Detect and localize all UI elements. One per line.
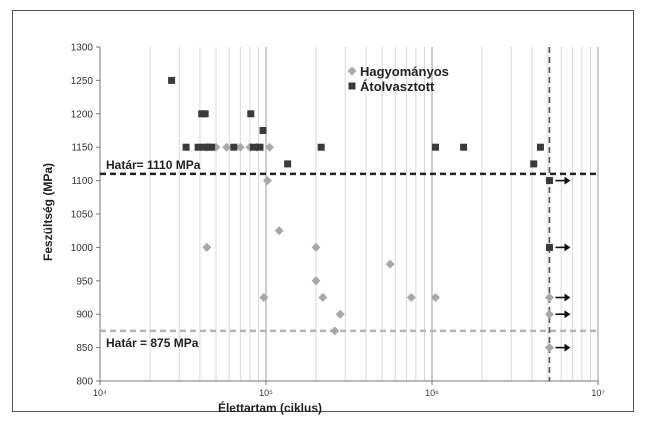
data-point-atolvasztott <box>208 143 216 151</box>
data-point-hagyomanyos <box>406 293 416 302</box>
data-point-atolvasztott <box>545 177 553 185</box>
x-tick-label: 10⁵ <box>259 388 273 398</box>
data-point-hagyomanyos <box>385 259 395 269</box>
data-point-hagyomanyos <box>311 242 321 252</box>
data-point-atolvasztott <box>249 143 257 151</box>
y-tick-label: 1250 <box>71 76 94 87</box>
reference-lines: Határ= 1110 MPa Határ = 875 MPa <box>100 47 598 381</box>
data-point-atolvasztott <box>259 127 267 134</box>
data-point-hagyomanyos <box>335 309 345 319</box>
y-tick-label: 1300 <box>71 43 94 54</box>
data-point-atolvasztott <box>230 143 238 151</box>
runout-arrow-head <box>564 176 571 185</box>
runout-arrow-head <box>564 343 571 352</box>
data-point-atolvasztott <box>460 143 468 151</box>
chart-frame <box>12 10 634 412</box>
y-tick-label: 1150 <box>71 143 93 154</box>
data-points <box>168 76 571 353</box>
data-point-atolvasztott <box>182 143 190 151</box>
legend-label: Hagyományos <box>360 64 449 79</box>
data-point-hagyomanyos <box>265 142 275 152</box>
data-point-hagyomanyos <box>311 276 321 286</box>
legend-marker-hagyomanyos <box>347 66 357 76</box>
data-point-hagyomanyos <box>330 326 340 336</box>
legend-label: Átolvasztott <box>360 79 435 94</box>
legend-marker-atolvasztott <box>348 82 356 90</box>
data-point-atolvasztott <box>256 143 264 151</box>
data-point-hagyomanyos <box>431 293 441 302</box>
y-tick-label: 850 <box>76 343 93 354</box>
x-tick-label: 10⁴ <box>93 388 107 398</box>
data-point-hagyomanyos <box>235 142 245 152</box>
data-point-hagyomanyos <box>544 309 554 319</box>
runout-arrow-head <box>564 293 571 302</box>
data-point-atolvasztott <box>536 143 544 151</box>
y-axis-label: Feszültség (MPa) <box>41 163 55 261</box>
limit-line-label: Határ = 875 MPa <box>106 336 199 350</box>
data-point-atolvasztott <box>168 76 176 84</box>
data-point-atolvasztott <box>432 143 440 151</box>
data-point-atolvasztott <box>194 143 202 151</box>
data-point-atolvasztott <box>530 160 538 168</box>
data-point-hagyomanyos <box>222 142 232 152</box>
data-point-hagyomanyos <box>544 293 554 302</box>
runout-arrow-head <box>564 310 571 319</box>
data-point-hagyomanyos <box>259 293 269 302</box>
data-point-atolvasztott <box>199 143 207 151</box>
y-tick-label: 1050 <box>71 210 94 221</box>
axes: 800 850 900 950 1000 1050 1100 1150 1200 1250 1300… <box>71 43 605 399</box>
runout-arrow-head <box>564 243 571 252</box>
x-axis-label: Élettartam (ciklus) <box>218 400 322 415</box>
x-tick-label: 10⁶ <box>425 388 439 398</box>
y-tick-label: 950 <box>76 276 93 287</box>
data-point-hagyomanyos <box>202 242 212 252</box>
data-point-atolvasztott <box>545 243 553 251</box>
y-tick-label: 1000 <box>71 243 94 254</box>
data-point-hagyomanyos <box>544 343 554 353</box>
y-tick-label: 800 <box>76 377 93 388</box>
data-point-hagyomanyos <box>274 226 284 236</box>
y-tick-label: 1200 <box>71 109 94 120</box>
data-point-atolvasztott <box>317 143 325 151</box>
y-tick-label: 900 <box>76 310 93 321</box>
data-point-hagyomanyos <box>318 293 328 302</box>
data-point-atolvasztott <box>284 160 292 168</box>
data-point-atolvasztott <box>247 110 255 118</box>
y-tick-label: 1100 <box>71 176 93 187</box>
data-point-hagyomanyos <box>262 176 272 186</box>
x-tick-label: 10⁷ <box>591 388 604 398</box>
data-point-atolvasztott <box>201 110 209 118</box>
limit-line-label: Határ= 1110 MPa <box>106 158 201 172</box>
